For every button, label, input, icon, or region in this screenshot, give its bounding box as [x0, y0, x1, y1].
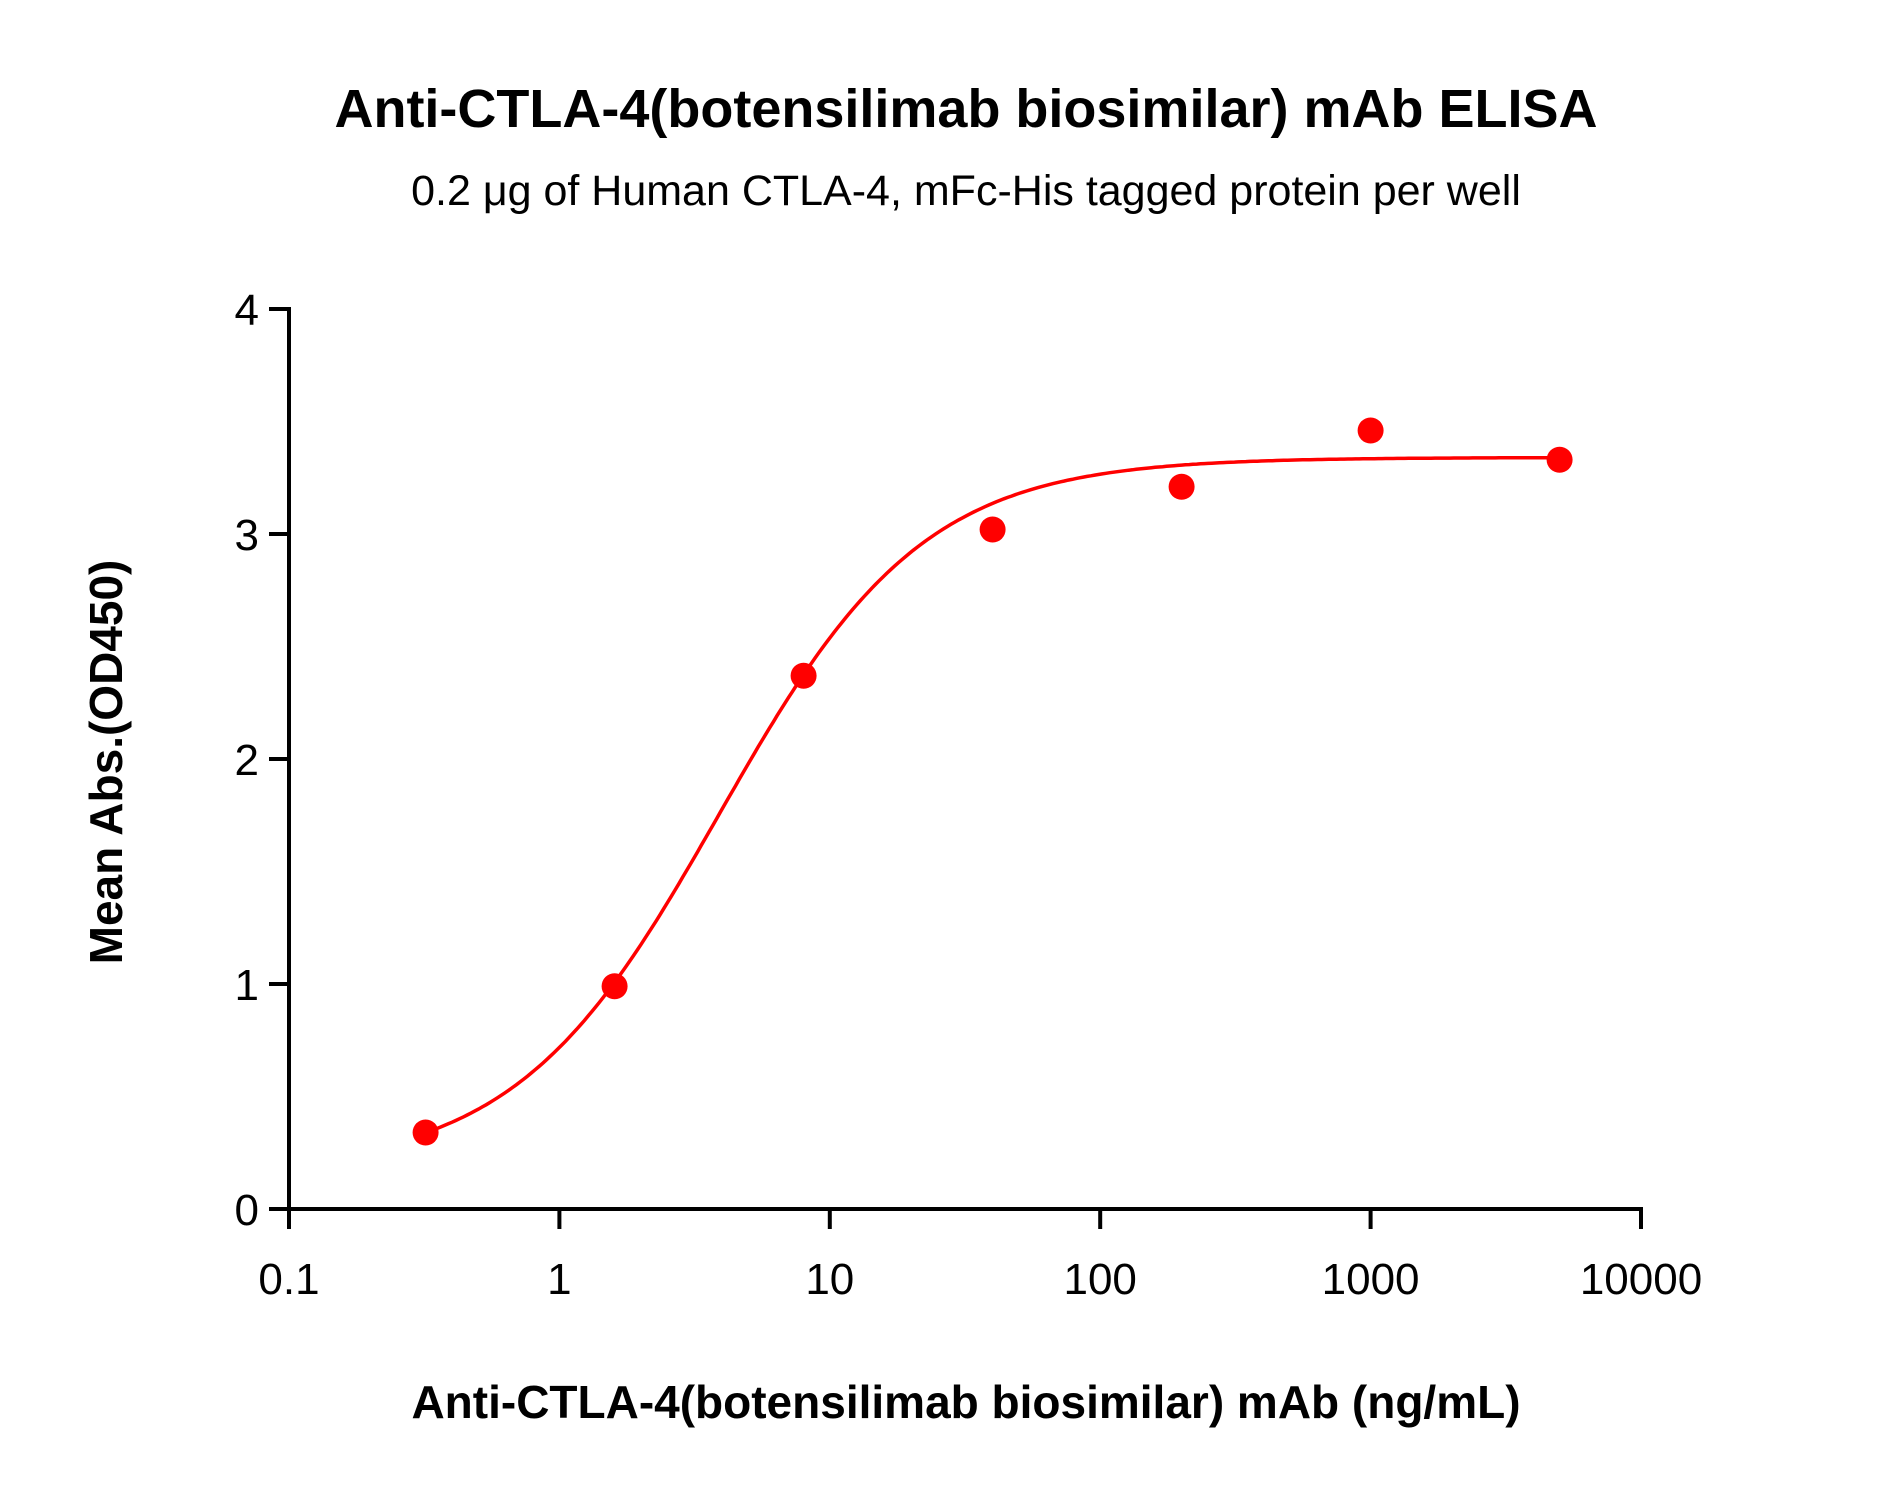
data-point — [790, 662, 817, 689]
y-tick-label: 2 — [235, 736, 259, 785]
y-tick-label: 4 — [235, 286, 259, 335]
y-tick-label: 3 — [235, 511, 259, 560]
x-tick-label: 100 — [1063, 1255, 1136, 1304]
fit-curve — [424, 455, 1560, 1135]
y-tick-label: 1 — [235, 961, 259, 1010]
data-point — [1168, 473, 1195, 500]
chart-title: Anti-CTLA-4(botensilimab biosimilar) mAb… — [334, 79, 1597, 139]
x-tick-label: 10 — [805, 1255, 854, 1304]
x-axis-label: Anti-CTLA-4(botensilimab biosimilar) mAb… — [411, 1376, 1520, 1428]
data-point — [979, 516, 1006, 543]
x-tick-label: 1 — [547, 1255, 571, 1304]
chart-subtitle: 0.2 μg of Human CTLA-4, mFc-His tagged p… — [411, 167, 1521, 215]
x-tick-label: 10000 — [1580, 1255, 1702, 1304]
y-axis-label: Mean Abs.(OD450) — [80, 560, 132, 965]
data-point — [1357, 417, 1384, 444]
data-point — [412, 1119, 439, 1146]
x-tick-label: 1000 — [1322, 1255, 1420, 1304]
data-point — [601, 973, 628, 1000]
data-point — [1546, 446, 1573, 473]
x-tick-label: 0.1 — [258, 1255, 319, 1304]
y-tick-label: 0 — [235, 1186, 259, 1235]
